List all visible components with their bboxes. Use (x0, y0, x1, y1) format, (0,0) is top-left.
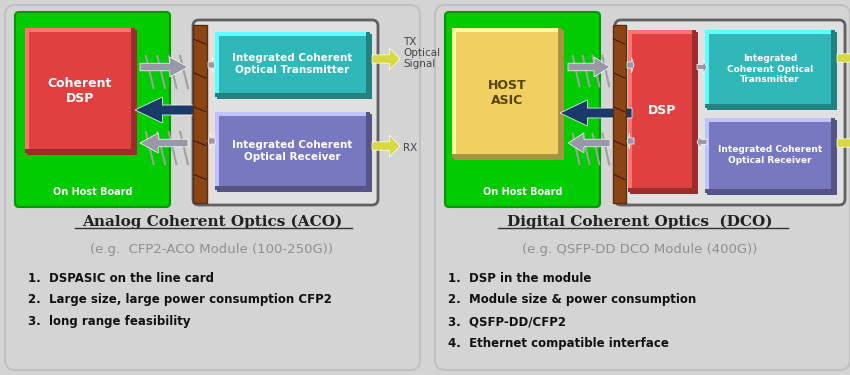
Bar (705, 118, 709, 193)
Text: Analog Coherent Optics (ACO): Analog Coherent Optics (ACO) (82, 215, 342, 229)
Bar (366, 112, 370, 190)
Bar (366, 32, 370, 97)
Bar (452, 28, 562, 158)
Text: Digital Coherent Optics  (DCO): Digital Coherent Optics (DCO) (507, 215, 773, 229)
Bar (25, 28, 29, 153)
Polygon shape (372, 48, 400, 70)
Bar (628, 188, 696, 192)
Bar (707, 120, 837, 195)
Bar (831, 30, 835, 108)
Bar (215, 112, 370, 190)
Bar (705, 30, 835, 34)
Bar (193, 25, 207, 203)
Polygon shape (208, 133, 215, 149)
Text: DSP: DSP (648, 105, 677, 117)
Text: Coherent
DSP: Coherent DSP (48, 77, 112, 105)
FancyBboxPatch shape (193, 20, 378, 205)
Text: 2.  Module size & power consumption: 2. Module size & power consumption (448, 294, 696, 306)
Text: Integrated Coherent
Optical Receiver: Integrated Coherent Optical Receiver (718, 145, 822, 165)
FancyBboxPatch shape (435, 5, 850, 370)
Bar (27, 30, 137, 155)
Polygon shape (140, 133, 188, 153)
Bar (705, 118, 835, 122)
Bar (630, 32, 698, 194)
Text: Integrated
Coherent Optical
Transmitter: Integrated Coherent Optical Transmitter (727, 54, 813, 84)
Polygon shape (568, 133, 610, 153)
Bar (692, 30, 696, 192)
Bar (707, 32, 837, 110)
Polygon shape (135, 97, 207, 123)
Bar (452, 28, 456, 158)
Bar (628, 30, 696, 34)
Bar (215, 32, 370, 36)
Text: 3.  QSFP-DD/CFP2: 3. QSFP-DD/CFP2 (448, 315, 566, 328)
Bar (628, 30, 696, 192)
Bar (215, 32, 370, 97)
Bar (558, 28, 562, 158)
Polygon shape (560, 100, 632, 126)
Polygon shape (568, 57, 610, 77)
Bar (215, 186, 370, 190)
FancyBboxPatch shape (445, 12, 600, 207)
Bar (215, 112, 370, 116)
Polygon shape (837, 132, 850, 154)
Bar (705, 118, 835, 193)
Text: HOST
ASIC: HOST ASIC (488, 79, 526, 107)
Text: On Host Board: On Host Board (54, 187, 133, 197)
Bar (25, 149, 135, 153)
Polygon shape (627, 57, 634, 73)
Bar (705, 104, 835, 108)
Bar (217, 114, 372, 192)
Bar (705, 30, 835, 108)
Text: 1.  DSPASIC on the line card: 1. DSPASIC on the line card (28, 272, 214, 285)
Bar (705, 30, 709, 108)
Polygon shape (697, 135, 707, 149)
Bar (131, 28, 135, 153)
Text: TX: TX (403, 37, 416, 47)
Text: (e.g. QSFP-DD DCO Module (400G)): (e.g. QSFP-DD DCO Module (400G)) (522, 243, 757, 256)
FancyBboxPatch shape (15, 12, 170, 207)
Polygon shape (140, 57, 188, 77)
Text: (e.g.  CFP2-ACO Module (100-250G)): (e.g. CFP2-ACO Module (100-250G)) (90, 243, 333, 256)
Polygon shape (697, 60, 707, 74)
Bar (215, 93, 370, 97)
Bar (215, 32, 219, 97)
Bar (215, 112, 219, 190)
Bar (705, 189, 835, 193)
Text: RX: RX (403, 143, 417, 153)
Text: 1.  DSP in the module: 1. DSP in the module (448, 272, 592, 285)
Text: 4.  Ethernet compatible interface: 4. Ethernet compatible interface (448, 338, 669, 351)
Text: 3.  long range feasibility: 3. long range feasibility (28, 315, 190, 328)
Bar (454, 30, 564, 160)
Bar (25, 28, 135, 32)
Bar (452, 28, 562, 32)
Text: On Host Board: On Host Board (484, 187, 563, 197)
Text: Optical: Optical (403, 48, 440, 58)
Polygon shape (627, 133, 634, 149)
Text: 2.  Large size, large power consumption CFP2: 2. Large size, large power consumption C… (28, 294, 332, 306)
Bar (628, 30, 632, 192)
FancyBboxPatch shape (5, 5, 420, 370)
Text: Signal: Signal (403, 59, 435, 69)
Polygon shape (837, 47, 850, 69)
Polygon shape (372, 135, 400, 157)
Bar (831, 118, 835, 193)
Bar (613, 25, 626, 203)
FancyBboxPatch shape (615, 20, 845, 205)
Text: Integrated Coherent
Optical Receiver: Integrated Coherent Optical Receiver (232, 140, 352, 162)
Bar (25, 28, 135, 153)
Text: Integrated Coherent
Optical Transmitter: Integrated Coherent Optical Transmitter (232, 53, 352, 75)
Bar (217, 34, 372, 99)
Polygon shape (208, 57, 215, 73)
Bar (452, 154, 562, 158)
